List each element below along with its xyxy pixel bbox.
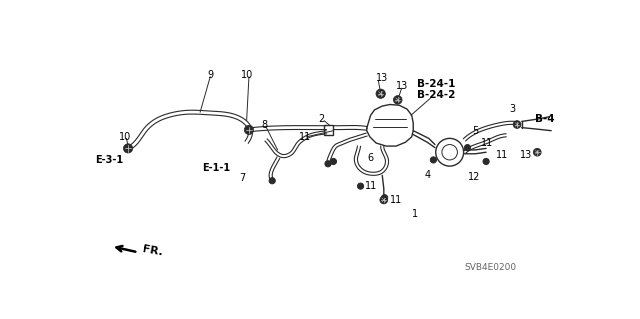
Text: 3: 3: [509, 104, 515, 114]
Text: 11: 11: [481, 138, 493, 148]
Text: 8: 8: [261, 120, 268, 130]
Circle shape: [269, 178, 275, 184]
Text: E-3-1: E-3-1: [95, 155, 124, 165]
Polygon shape: [463, 134, 506, 153]
Circle shape: [513, 121, 521, 128]
Circle shape: [124, 144, 132, 153]
Circle shape: [381, 195, 388, 201]
Text: 5: 5: [472, 126, 478, 136]
Text: 12: 12: [467, 172, 480, 182]
Text: 10: 10: [241, 70, 253, 80]
Polygon shape: [265, 131, 326, 158]
Polygon shape: [355, 146, 388, 175]
Circle shape: [430, 157, 436, 163]
Text: 11: 11: [299, 132, 311, 142]
Text: 10: 10: [119, 132, 131, 142]
Text: 11: 11: [365, 181, 378, 191]
Polygon shape: [326, 133, 367, 163]
Circle shape: [533, 148, 541, 156]
Text: 6: 6: [367, 152, 374, 163]
Text: 13: 13: [396, 81, 408, 91]
Circle shape: [376, 89, 385, 98]
Polygon shape: [333, 126, 367, 130]
Text: 1: 1: [412, 209, 418, 219]
Polygon shape: [463, 121, 516, 141]
Text: 11: 11: [390, 195, 403, 205]
Polygon shape: [269, 157, 280, 181]
Text: 13: 13: [520, 150, 532, 160]
Text: SVB4E0200: SVB4E0200: [465, 263, 517, 272]
Circle shape: [244, 125, 253, 135]
Circle shape: [330, 159, 337, 165]
Circle shape: [465, 145, 470, 151]
Text: 9: 9: [207, 70, 213, 80]
Polygon shape: [127, 110, 252, 150]
Circle shape: [380, 196, 388, 204]
Circle shape: [394, 96, 402, 104]
Text: 13: 13: [376, 73, 388, 83]
Circle shape: [483, 159, 489, 165]
Text: FR.: FR.: [142, 244, 164, 257]
Polygon shape: [249, 126, 326, 132]
Text: B-24-2: B-24-2: [417, 90, 456, 100]
Text: B-4: B-4: [535, 114, 555, 124]
Text: E-1-1: E-1-1: [202, 163, 230, 173]
Text: 2: 2: [319, 114, 325, 124]
Circle shape: [325, 161, 331, 167]
Text: B-24-1: B-24-1: [417, 79, 456, 90]
Bar: [324, 124, 333, 135]
Text: 11: 11: [496, 150, 509, 160]
Text: 7: 7: [239, 174, 246, 183]
Circle shape: [358, 183, 364, 189]
Text: 4: 4: [424, 170, 430, 180]
